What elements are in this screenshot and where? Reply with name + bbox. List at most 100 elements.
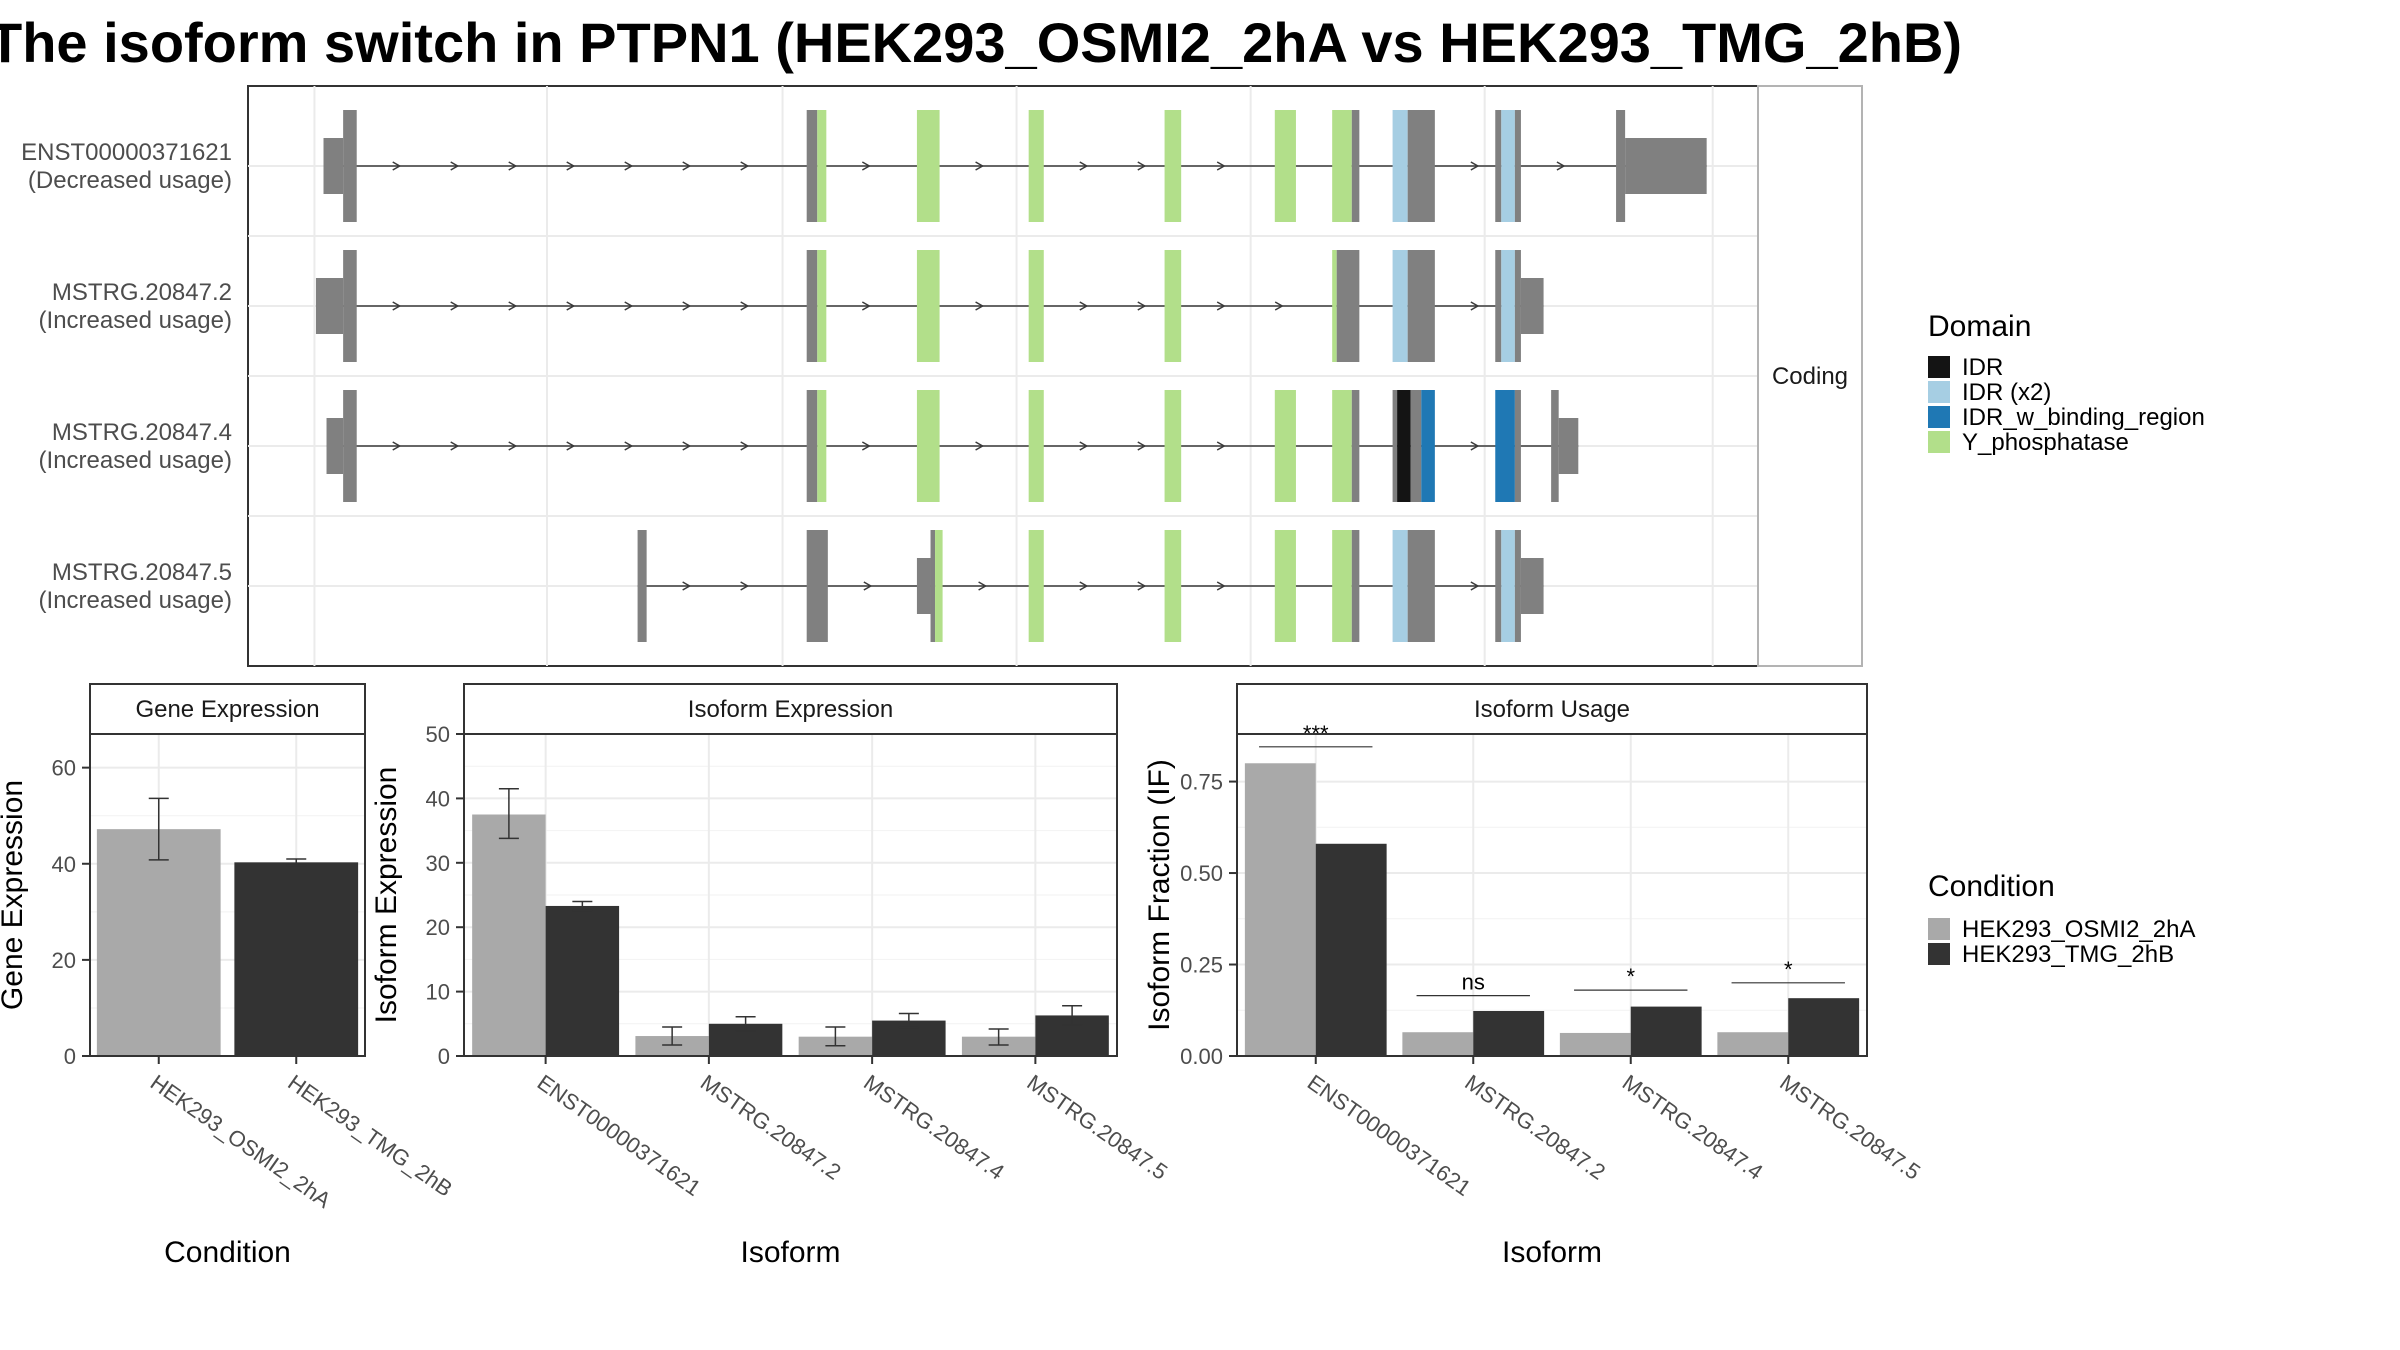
bar	[961, 1036, 1036, 1056]
bar	[1559, 1032, 1631, 1056]
exon-block	[1407, 250, 1435, 362]
transcript-row	[323, 110, 1707, 222]
exon-block	[1336, 250, 1360, 362]
domain-block	[817, 110, 827, 222]
y-tick-label: 40	[426, 786, 450, 811]
x-tick-label: MSTRG.20847.4	[1618, 1070, 1768, 1185]
exon-block	[1410, 390, 1422, 502]
intron-direction-arrow	[861, 161, 871, 171]
transcript-usage-label: (Increased usage)	[39, 587, 232, 614]
panel-strip-title: Isoform Expression	[688, 696, 893, 723]
x-axis-title: Condition	[164, 1236, 291, 1269]
exon-block	[1514, 530, 1521, 642]
domain-block	[817, 390, 827, 502]
exon-block	[343, 110, 357, 222]
bar	[1402, 1032, 1474, 1056]
transcript-row	[326, 390, 1579, 502]
exon-block	[1616, 110, 1626, 222]
intron-direction-arrow	[1137, 301, 1147, 311]
plot-border	[463, 733, 1118, 1057]
y-axis-title: Gene Expression	[0, 780, 29, 1010]
intron-direction-arrow	[1216, 301, 1226, 311]
intron-direction-arrow	[450, 301, 460, 311]
domain-block	[1392, 110, 1408, 222]
domain-legend-key	[1928, 431, 1950, 453]
transcript-usage-label: (Increased usage)	[39, 307, 232, 334]
exon-block	[1351, 110, 1360, 222]
domain-block	[916, 250, 940, 362]
intron-direction-arrow	[975, 301, 985, 311]
domain-legend-label: Y_phosphatase	[1962, 429, 2129, 456]
intron-direction-arrow	[450, 161, 460, 171]
intron-direction-arrow	[682, 301, 692, 311]
isoform-structure-panel: Coding ENST00000371621(Decreased usage) MS…	[21, 85, 1863, 667]
y-tick-label: 0.50	[1180, 861, 1223, 886]
y-tick-label: 60	[52, 756, 76, 781]
plot-border	[89, 733, 366, 1057]
intron-direction-arrow	[740, 441, 750, 451]
bar	[1244, 763, 1316, 1056]
transcript-label: MSTRG.20847.2	[52, 279, 232, 306]
intron-direction-arrow	[861, 441, 871, 451]
domain-block	[916, 110, 940, 222]
intron-direction-arrow	[508, 161, 518, 171]
intron-direction-arrow	[1216, 581, 1226, 591]
panel-strip-title: Gene Expression	[135, 696, 319, 723]
domain-block	[1392, 530, 1408, 642]
condition-legend-title: Condition	[1928, 870, 2055, 903]
exon-block	[1520, 278, 1544, 334]
domain-block	[1332, 530, 1352, 642]
intron-direction-arrow	[975, 161, 985, 171]
domain-legend-label: IDR_w_binding_region	[1962, 404, 2205, 431]
intron-direction-arrow	[450, 441, 460, 451]
domain-block	[1274, 110, 1296, 222]
domain-block	[1028, 390, 1044, 502]
domain-block	[1274, 530, 1296, 642]
exon-block	[1625, 138, 1707, 194]
intron-direction-arrow	[566, 441, 576, 451]
y-tick-label: 0.00	[1180, 1044, 1223, 1069]
y-tick-label: 10	[426, 980, 450, 1005]
x-tick-label: ENST00000371621	[533, 1070, 706, 1201]
domain-legend-label: IDR (x2)	[1962, 379, 2051, 406]
intron-direction-arrow	[1470, 161, 1480, 171]
domain-block	[1501, 530, 1515, 642]
bar	[472, 814, 546, 1056]
domain-legend-title: Domain	[1928, 310, 2031, 343]
domain-block	[1164, 110, 1182, 222]
domain-block	[916, 390, 940, 502]
y-tick-label: 50	[426, 722, 450, 747]
domain-block	[1274, 390, 1296, 502]
coding-facet-strip	[1757, 85, 1863, 667]
transcript-row	[637, 530, 1544, 642]
exon-block	[315, 278, 344, 334]
intron-direction-arrow	[1079, 301, 1089, 311]
panel-strip	[89, 683, 366, 735]
exon-block	[1407, 110, 1435, 222]
bar	[1630, 1006, 1702, 1056]
domain-block	[1392, 250, 1408, 362]
domain-block	[1332, 110, 1352, 222]
y-tick-label: 20	[426, 915, 450, 940]
exon-block	[806, 250, 818, 362]
domain-legend-key	[1928, 406, 1950, 428]
y-tick-label: 0	[64, 1044, 76, 1069]
chart-title: The isoform switch in PTPN1 (HEK293_OSMI…	[0, 11, 1963, 74]
transcript-usage-label: (Decreased usage)	[28, 167, 232, 194]
x-axis-title: Isoform	[740, 1236, 840, 1269]
domain-block	[1164, 390, 1182, 502]
intron-direction-arrow	[978, 581, 988, 591]
intron-direction-arrow	[975, 441, 985, 451]
intron-direction-arrow	[682, 441, 692, 451]
y-axis-title: Isoform Expression	[370, 767, 403, 1024]
y-tick-label: 0.25	[1180, 953, 1223, 978]
exon-block	[806, 390, 818, 502]
intron-direction-arrow	[1079, 441, 1089, 451]
coding-facet-label: Coding	[1772, 363, 1848, 390]
intron-direction-arrow	[566, 301, 576, 311]
intron-direction-arrow	[508, 301, 518, 311]
bar	[96, 829, 221, 1056]
exon-block	[1495, 250, 1502, 362]
intron-direction-arrow	[1470, 581, 1480, 591]
